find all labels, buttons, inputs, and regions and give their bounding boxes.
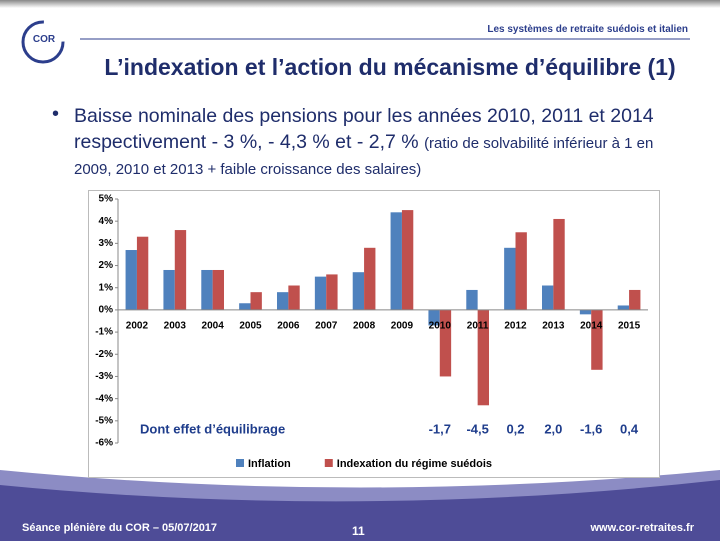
footer-band xyxy=(0,480,720,541)
x-tick-label: 2005 xyxy=(239,321,262,332)
x-tick-label: 2008 xyxy=(353,321,376,332)
x-tick-label: 2010 xyxy=(429,321,452,332)
x-tick-label: 2004 xyxy=(202,321,225,332)
bar xyxy=(352,272,365,310)
y-tick-label: 5% xyxy=(99,194,114,205)
bar xyxy=(163,269,175,310)
top-shade xyxy=(0,0,720,8)
bar xyxy=(288,285,300,310)
chart: 5% 4% 3% 2% 1% 0% -1% -2% -3% -4% -5% -6% 2002 2003 20… xyxy=(88,190,660,478)
legend-label: Inflation xyxy=(248,458,291,470)
x-tick-label: 2003 xyxy=(164,321,187,332)
x-tick-label: 2002 xyxy=(126,321,149,332)
y-tick-label: -2% xyxy=(95,349,113,360)
bar xyxy=(504,247,516,310)
annotation-value: 2,0 xyxy=(544,421,562,436)
y-tick-label: 1% xyxy=(99,282,114,293)
bar xyxy=(515,232,527,310)
bar xyxy=(136,236,149,310)
bar xyxy=(364,247,376,310)
bar xyxy=(212,269,224,310)
footer-left: Séance plénière du COR – 05/07/2017 xyxy=(22,522,218,534)
bar xyxy=(125,250,137,310)
y-tick-label: -5% xyxy=(95,415,113,426)
bar xyxy=(617,305,630,310)
bar xyxy=(629,289,641,310)
bar xyxy=(314,276,327,310)
bar xyxy=(326,274,338,310)
y-tick-label: 0% xyxy=(99,305,114,316)
bar xyxy=(401,210,414,310)
bullet-main: Baisse nominale des pensions pour les an… xyxy=(74,105,654,153)
logo-text: COR xyxy=(32,34,56,45)
header-text: Les systèmes de retraite suédois et ital… xyxy=(487,24,688,35)
y-tick-label: 2% xyxy=(99,260,114,271)
x-tick-label: 2009 xyxy=(391,321,414,332)
bar xyxy=(466,289,478,310)
bar xyxy=(579,309,592,315)
y-tick-label: -6% xyxy=(95,438,113,449)
legend-swatch xyxy=(236,459,244,467)
annotation-value: -4,5 xyxy=(466,421,488,436)
annotation-value: -1,6 xyxy=(580,421,602,436)
bar xyxy=(390,212,402,310)
x-tick-label: 2006 xyxy=(277,321,300,332)
legend-label: Indexation du régime suédois xyxy=(337,458,492,470)
y-tick-label: -3% xyxy=(95,371,113,382)
slide-title: L’indexation et l’action du mécanisme d’… xyxy=(104,54,676,80)
annotation-label: Dont effet d’équilibrage xyxy=(140,421,285,436)
bar xyxy=(277,292,289,310)
x-tick-label: 2007 xyxy=(315,321,338,332)
y-tick-label: 3% xyxy=(99,238,114,249)
bullet-note: (ratio de solvabilité inférieur à 1 en 2… xyxy=(74,135,654,178)
footer-right: www.cor-retraites.fr xyxy=(590,522,694,534)
x-tick-label: 2014 xyxy=(580,321,603,332)
bar xyxy=(239,303,251,310)
legend-swatch xyxy=(324,459,333,467)
annotation-value: 0,4 xyxy=(620,421,639,436)
logo-ring xyxy=(21,20,65,64)
bar xyxy=(591,309,603,370)
x-tick-label: 2012 xyxy=(504,321,527,332)
bar xyxy=(201,269,213,310)
bar xyxy=(477,309,489,406)
bar xyxy=(439,309,452,377)
bar xyxy=(553,218,565,310)
annotation-value: 0,2 xyxy=(506,421,524,436)
y-tick-label: -4% xyxy=(95,393,113,404)
x-tick-label: 2011 xyxy=(467,321,489,332)
bar xyxy=(250,292,262,310)
bar xyxy=(542,285,554,310)
y-tick-label: -1% xyxy=(95,327,113,338)
bullet-dot: • xyxy=(52,103,60,125)
annotation-value: -1,7 xyxy=(429,421,451,436)
y-tick-label: 4% xyxy=(99,216,114,227)
bar xyxy=(174,230,187,310)
bullet: Baisse nominale des pensions pour les an… xyxy=(74,103,674,181)
bar xyxy=(428,309,440,326)
x-tick-label: 2013 xyxy=(542,321,565,332)
page-number: 11 xyxy=(352,524,365,538)
x-tick-label: 2015 xyxy=(618,321,641,332)
